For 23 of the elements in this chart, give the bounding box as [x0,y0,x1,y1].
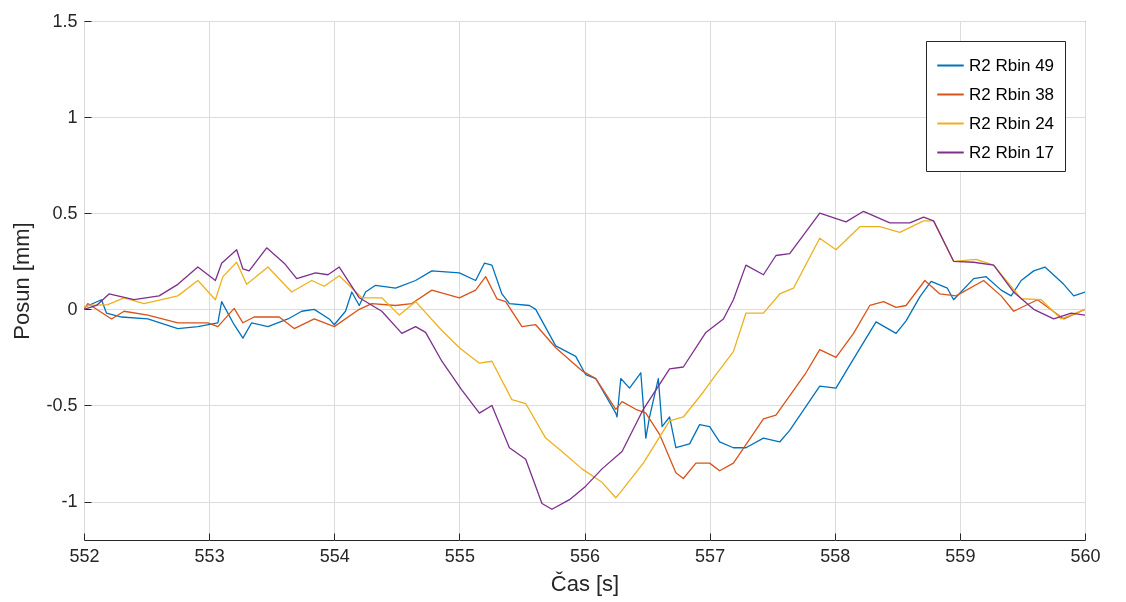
y-tick-label: 0.5 [52,202,78,223]
y-tick-label: 1.5 [52,10,78,31]
x-tick-label: 555 [444,545,475,566]
legend-label: R2 Rbin 38 [969,84,1055,104]
x-tick-label: 554 [319,545,350,566]
y-tick-label: 1 [67,106,78,127]
x-tick-label: 557 [695,545,726,566]
x-axis-title: Čas [s] [550,570,620,596]
x-tick-label: 552 [69,545,100,566]
y-axis-title: Posun [mm] [9,222,35,340]
legend-label: R2 Rbin 49 [969,55,1055,75]
x-tick-label: 558 [820,545,851,566]
y-tick-label: 0 [67,298,78,319]
y-tick-label: -1 [61,491,78,512]
y-tick-label: -0.5 [46,394,78,415]
x-tick-label: 556 [569,545,601,566]
line-series [84,276,1085,480]
x-tick-label: 559 [945,545,976,566]
x-tick-label: 560 [1070,545,1101,566]
legend-label: R2 Rbin 17 [969,142,1055,162]
line-series [84,262,1085,449]
x-tick-label: 553 [194,545,225,566]
legend-label: R2 Rbin 24 [969,113,1055,133]
